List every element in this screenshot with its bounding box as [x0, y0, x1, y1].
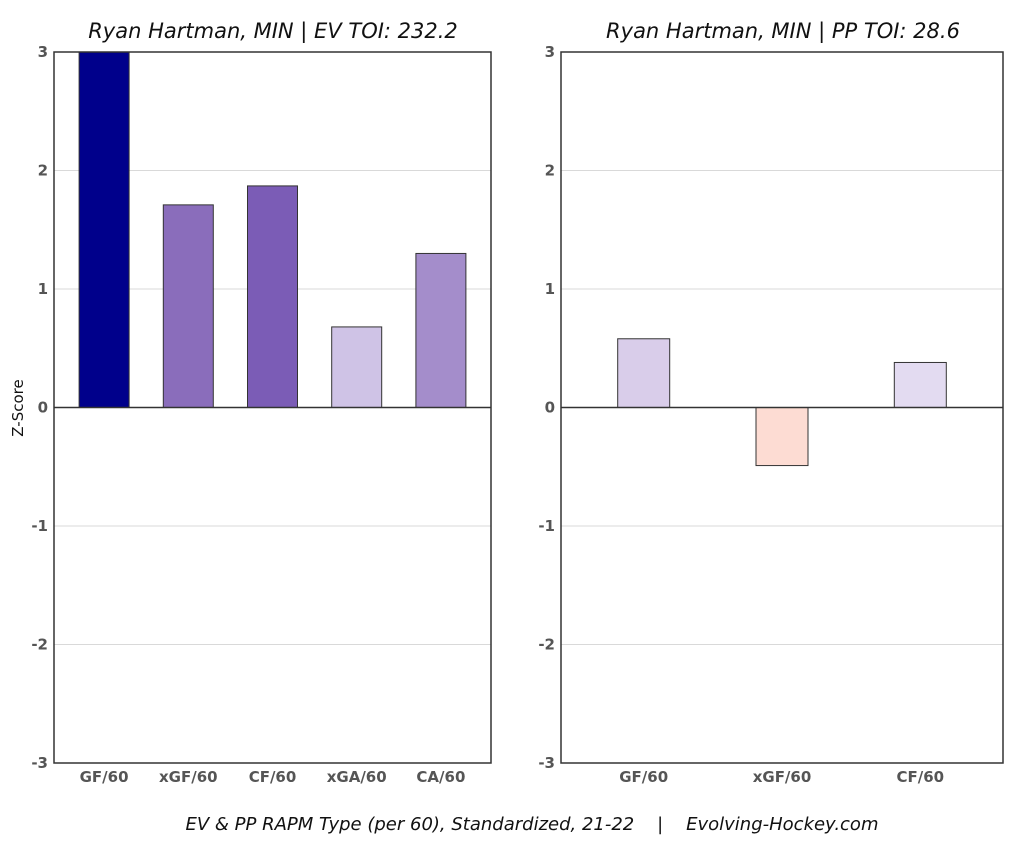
pp-panel-title: Ryan Hartman, MIN | PP TOI: 28.6: [606, 19, 960, 44]
pp-bar-gf-per-60: [617, 338, 671, 408]
ev-bar-ca-per-60: [415, 252, 467, 408]
ev-bar-cf-per-60: [247, 185, 298, 408]
ev-panel-title: Ryan Hartman, MIN | EV TOI: 232.2: [88, 19, 458, 44]
ev-bar-xgf-per-60: [162, 204, 214, 408]
ev-x-tick-label: xGF/60: [159, 768, 218, 786]
ev-y-tick-label: 1: [38, 280, 48, 298]
ev-x-tick-label: GF/60: [80, 768, 129, 786]
ev-y-tick-label: 0: [38, 399, 48, 417]
pp-y-tick-label: -2: [538, 636, 555, 654]
pp-y-tick-label: 2: [545, 162, 555, 180]
pp-x-tick-label: xGF/60: [753, 768, 812, 786]
pp-y-tick-label: 1: [545, 280, 555, 298]
pp-y-tick-label: -1: [538, 517, 555, 535]
pp-plot-frame: [560, 51, 1004, 764]
ev-rapm-panel: Ryan Hartman, MIN | EV TOI: 232.2 Z-Scor…: [9, 19, 492, 786]
ev-y-axis-label: Z-Score: [9, 379, 27, 436]
ev-y-tick-label: -3: [31, 754, 48, 772]
pp-bar-xgf-per-60: [755, 407, 809, 467]
figure-caption: EV & PP RAPM Type (per 60), Standardized…: [186, 814, 879, 835]
pp-rapm-panel: Ryan Hartman, MIN | PP TOI: 28.6 3 2 1 0 -1 -…: [538, 19, 1004, 786]
pp-bar-cf-per-60: [893, 361, 947, 408]
pp-x-tick-label: GF/60: [619, 768, 668, 786]
ev-bar-gf-per-60: [78, 51, 130, 408]
pp-y-tick-label: 0: [545, 399, 555, 417]
ev-y-tick-label: -2: [31, 636, 48, 654]
pp-x-tick-label: CF/60: [896, 768, 944, 786]
pp-y-tick-label: 3: [545, 43, 555, 61]
ev-y-tick-label: 3: [38, 43, 48, 61]
ev-x-tick-label: CF/60: [249, 768, 297, 786]
ev-x-tick-label: CA/60: [416, 768, 465, 786]
ev-y-tick-label: -1: [31, 517, 48, 535]
ev-bar-xga-per-60: [331, 326, 383, 409]
ev-x-tick-label: xGA/60: [327, 768, 387, 786]
pp-y-tick-label: -3: [538, 754, 555, 772]
ev-plot-frame: [53, 51, 492, 764]
ev-y-tick-label: 2: [38, 162, 48, 180]
